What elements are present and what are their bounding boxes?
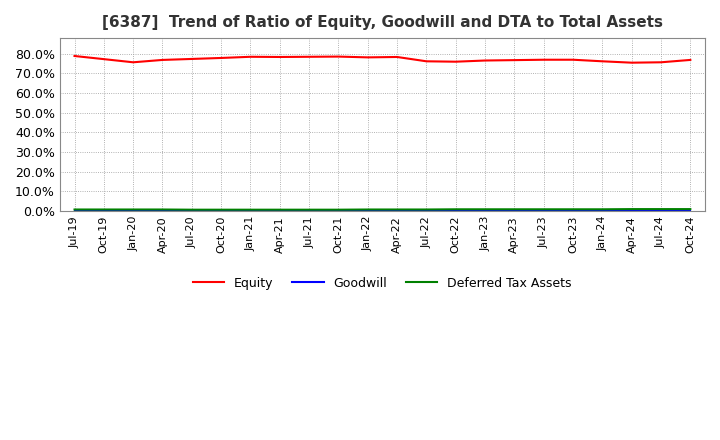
Line: Deferred Tax Assets: Deferred Tax Assets bbox=[75, 209, 690, 210]
Equity bbox=[99, 56, 108, 62]
Equity bbox=[158, 57, 167, 62]
Goodwill bbox=[451, 209, 460, 214]
Goodwill bbox=[686, 209, 695, 214]
Deferred Tax Assets bbox=[364, 207, 372, 212]
Goodwill bbox=[364, 209, 372, 214]
Equity bbox=[187, 56, 196, 62]
Line: Equity: Equity bbox=[75, 56, 690, 62]
Goodwill bbox=[569, 209, 577, 214]
Deferred Tax Assets bbox=[99, 207, 108, 212]
Goodwill bbox=[99, 209, 108, 214]
Goodwill bbox=[539, 209, 548, 214]
Deferred Tax Assets bbox=[246, 207, 255, 213]
Deferred Tax Assets bbox=[539, 207, 548, 212]
Equity bbox=[598, 59, 607, 64]
Equity bbox=[627, 60, 636, 65]
Deferred Tax Assets bbox=[686, 206, 695, 212]
Goodwill bbox=[481, 209, 490, 214]
Deferred Tax Assets bbox=[422, 207, 431, 212]
Goodwill bbox=[598, 209, 607, 214]
Deferred Tax Assets bbox=[481, 207, 490, 212]
Goodwill bbox=[217, 209, 225, 214]
Equity bbox=[334, 54, 343, 59]
Equity bbox=[71, 53, 79, 59]
Goodwill bbox=[305, 209, 313, 214]
Deferred Tax Assets bbox=[129, 207, 138, 212]
Deferred Tax Assets bbox=[598, 207, 607, 212]
Deferred Tax Assets bbox=[276, 207, 284, 213]
Equity bbox=[276, 54, 284, 59]
Deferred Tax Assets bbox=[217, 207, 225, 213]
Goodwill bbox=[246, 209, 255, 214]
Goodwill bbox=[627, 209, 636, 214]
Goodwill bbox=[129, 209, 138, 214]
Goodwill bbox=[71, 209, 79, 214]
Deferred Tax Assets bbox=[657, 206, 665, 212]
Equity bbox=[510, 58, 518, 63]
Legend: Equity, Goodwill, Deferred Tax Assets: Equity, Goodwill, Deferred Tax Assets bbox=[188, 272, 577, 295]
Goodwill bbox=[657, 209, 665, 214]
Deferred Tax Assets bbox=[334, 207, 343, 213]
Equity bbox=[451, 59, 460, 64]
Goodwill bbox=[393, 209, 402, 214]
Equity bbox=[305, 54, 313, 59]
Equity bbox=[686, 57, 695, 62]
Equity bbox=[364, 55, 372, 60]
Equity bbox=[246, 54, 255, 59]
Equity bbox=[539, 57, 548, 62]
Deferred Tax Assets bbox=[71, 207, 79, 212]
Deferred Tax Assets bbox=[569, 207, 577, 212]
Equity bbox=[217, 55, 225, 61]
Goodwill bbox=[187, 209, 196, 214]
Deferred Tax Assets bbox=[393, 207, 402, 212]
Goodwill bbox=[276, 209, 284, 214]
Equity bbox=[481, 58, 490, 63]
Deferred Tax Assets bbox=[305, 207, 313, 213]
Goodwill bbox=[422, 209, 431, 214]
Equity bbox=[393, 54, 402, 59]
Goodwill bbox=[158, 209, 167, 214]
Deferred Tax Assets bbox=[510, 207, 518, 212]
Equity bbox=[569, 57, 577, 62]
Deferred Tax Assets bbox=[451, 207, 460, 212]
Equity bbox=[129, 60, 138, 65]
Deferred Tax Assets bbox=[187, 207, 196, 213]
Title: [6387]  Trend of Ratio of Equity, Goodwill and DTA to Total Assets: [6387] Trend of Ratio of Equity, Goodwil… bbox=[102, 15, 663, 30]
Goodwill bbox=[334, 209, 343, 214]
Equity bbox=[657, 60, 665, 65]
Deferred Tax Assets bbox=[158, 207, 167, 212]
Goodwill bbox=[510, 209, 518, 214]
Deferred Tax Assets bbox=[627, 206, 636, 212]
Equity bbox=[422, 59, 431, 64]
